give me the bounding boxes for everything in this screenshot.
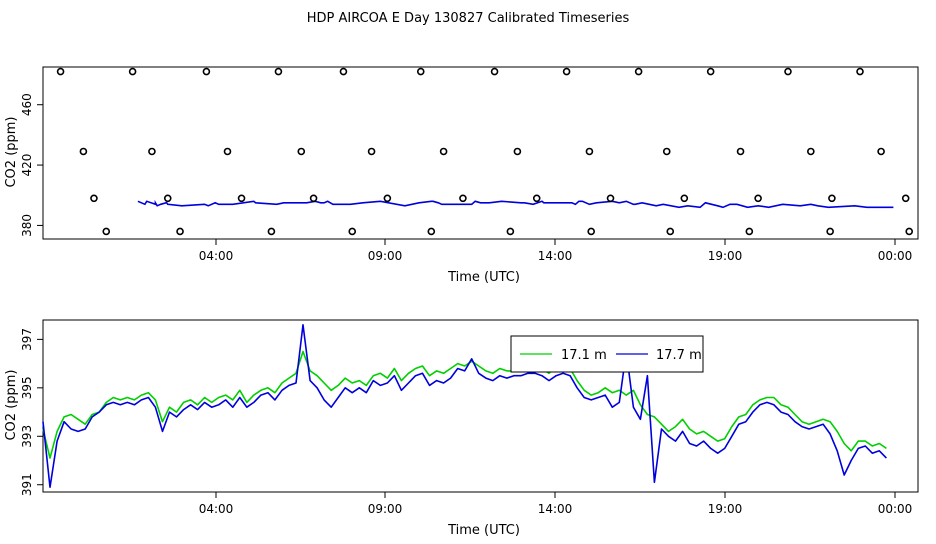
calibration-point (367, 147, 376, 156)
y-tick-label: 460 (20, 93, 34, 116)
x-tick-label: 09:00 (368, 502, 403, 516)
bottom-panel: 04:00 09:00 14:00 19:00 00:00 391 393 395 397 (20, 319, 919, 516)
plot-frame (42, 66, 919, 240)
series-line-blue (137, 199, 894, 209)
calibration-point (416, 67, 425, 76)
calibration-point (828, 194, 836, 203)
calibration-point (634, 67, 643, 76)
y-tick-label: 380 (20, 214, 34, 237)
calibration-point (348, 227, 357, 236)
calibration-point (339, 67, 348, 76)
calibration-point (877, 147, 885, 156)
x-tick-label: 04:00 (199, 502, 234, 516)
calibration-point (427, 227, 436, 236)
bottom-panel-x-axis-label: Time (UTC) (447, 523, 520, 538)
x-tick-label: 14:00 (538, 249, 573, 263)
calibration-point (309, 194, 318, 203)
calibration-point (905, 227, 914, 236)
y-tick-label: 395 (20, 376, 34, 399)
y-tick-label: 420 (20, 154, 34, 177)
calibration-point (901, 194, 910, 203)
series-line-green (42, 350, 887, 459)
top-panel-x-axis-label: Time (UTC) (447, 270, 520, 285)
calibration-point (680, 194, 689, 203)
calibration-point (102, 227, 111, 236)
x-tick-label: 04:00 (199, 249, 234, 263)
chart-title: HDP AIRCOA E Day 130827 Calibrated Times… (307, 11, 630, 26)
calibration-point (506, 227, 515, 236)
x-tick-label: 19:00 (708, 502, 743, 516)
calibration-point (297, 147, 306, 156)
calibration-point (56, 67, 65, 76)
calibration-point (267, 227, 276, 236)
legend-label-green: 17.1 m (561, 348, 607, 363)
calibration-point (532, 194, 541, 203)
x-tick-label: 00:00 (878, 249, 913, 263)
calibration-point (666, 227, 675, 236)
series-line-blue (42, 324, 887, 488)
calibration-point (79, 147, 88, 156)
calibration-point (745, 227, 754, 236)
calibration-point (202, 67, 211, 76)
x-tick-label: 14:00 (538, 502, 573, 516)
calibration-point (274, 67, 283, 76)
y-tick-label: 391 (20, 473, 34, 496)
calibration-point (587, 227, 595, 236)
calibration-point (706, 67, 715, 76)
calibration-point (754, 194, 762, 203)
calibration-point (439, 147, 448, 156)
calibration-point (562, 67, 571, 76)
calibration-point (513, 147, 522, 156)
calibration-point (736, 147, 745, 156)
legend-label-blue: 17.7 m (656, 348, 702, 363)
calibration-point (490, 67, 499, 76)
plot-frame (42, 319, 919, 493)
calibration-point (826, 227, 834, 236)
bottom-panel-y-axis-label: CO2 (ppm) (4, 369, 19, 440)
calibration-point (237, 194, 246, 203)
calibration-point (176, 227, 184, 236)
x-tick-label: 00:00 (878, 502, 913, 516)
x-tick-label: 19:00 (708, 249, 743, 263)
y-tick-label: 397 (20, 328, 34, 351)
x-tick-label: 09:00 (368, 249, 403, 263)
y-tick-label: 393 (20, 425, 34, 448)
calibration-point (148, 147, 156, 156)
calibration-point (90, 194, 98, 203)
calibration-point (383, 194, 392, 203)
calibration-point (163, 194, 172, 203)
calibration-point (585, 147, 594, 156)
calibration-point (223, 147, 232, 156)
calibration-point (784, 67, 792, 76)
legend: 17.1 m 17.7 m (510, 335, 704, 373)
top-panel: 04:00 09:00 14:00 19:00 00:00 380 420 460 (20, 66, 919, 263)
calibration-point (459, 194, 467, 203)
calibration-point (662, 147, 671, 156)
calibration-point (606, 194, 615, 203)
calibration-point (128, 67, 137, 76)
top-panel-y-axis-label: CO2 (ppm) (4, 116, 19, 187)
calibration-point (856, 67, 864, 76)
calibration-point (807, 147, 815, 156)
